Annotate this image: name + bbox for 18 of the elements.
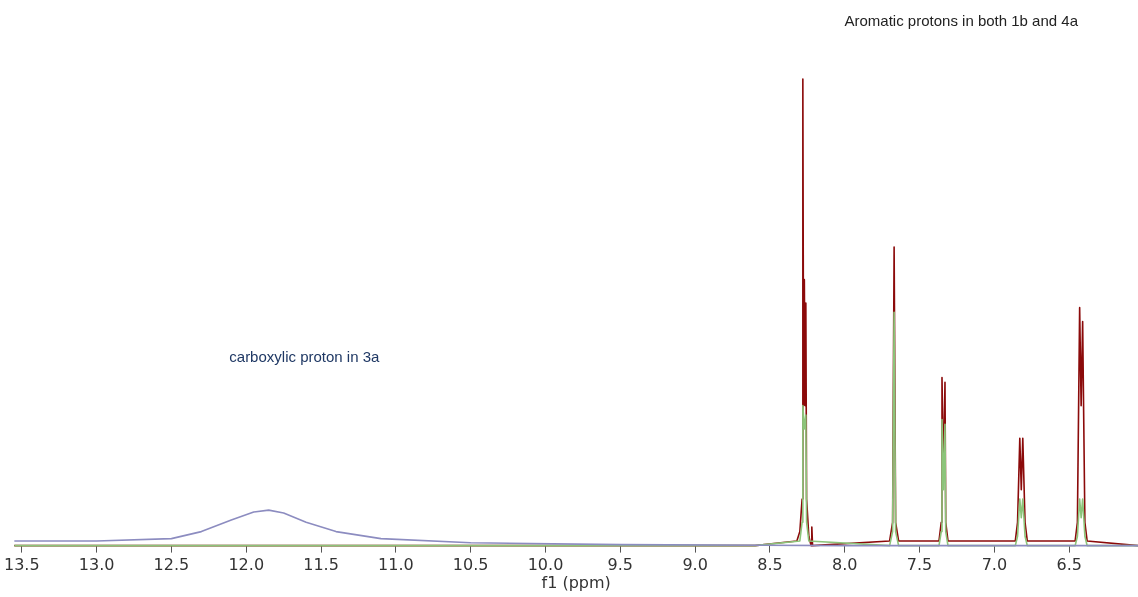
x-tick-label: 7.5 — [906, 555, 933, 575]
x-tick-label: 10.0 — [527, 555, 564, 575]
text: Aromatic protons in both 1b and 4a — [844, 12, 1079, 30]
x-tick-label: 12.5 — [153, 555, 190, 575]
x-tick-label: 11.5 — [303, 555, 339, 575]
x-tick-label: 9.5 — [607, 555, 634, 575]
x-tick-label: 11.0 — [378, 555, 414, 575]
x-tick-label: 13.5 — [4, 555, 40, 575]
x-tick-label: 8.0 — [832, 555, 858, 575]
x-tick-label: 8.5 — [757, 555, 783, 575]
x-tick-label: 6.5 — [1056, 555, 1082, 575]
x-tick-label: 10.5 — [452, 555, 489, 575]
x-tick-label: 12.0 — [228, 555, 265, 575]
annotation: carboxylic proton in 3a — [229, 348, 381, 366]
x-tick-label: 13.0 — [78, 555, 115, 575]
x-tick-label: 9.0 — [682, 555, 708, 575]
x-tick-label: 7.0 — [981, 555, 1008, 575]
x-axis-title: f1 (ppm) — [541, 572, 611, 592]
